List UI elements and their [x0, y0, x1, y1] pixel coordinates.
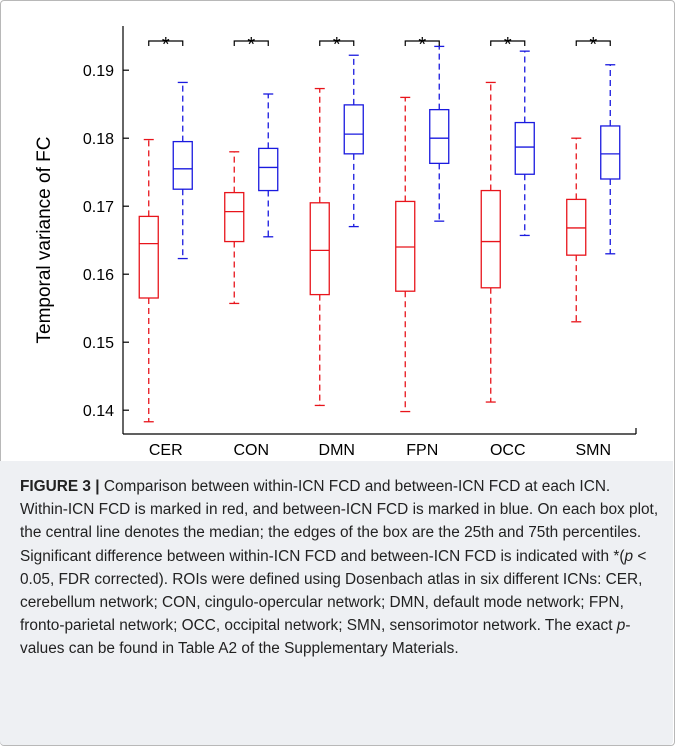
significance-bracket: [404, 40, 440, 46]
significance-bracket: [490, 40, 526, 46]
iqr-box: [480, 189, 501, 289]
iqr-box: [258, 147, 279, 192]
x-tick-label: CER: [149, 442, 183, 459]
y-tick-label: 0.14: [83, 403, 114, 420]
x-tick-label: DMN: [319, 442, 355, 459]
significance-bracket: [148, 40, 184, 46]
figure-label: FIGURE 3 |: [20, 478, 100, 495]
iqr-box: [514, 121, 535, 175]
significance-bracket: [233, 40, 269, 46]
significance-marker: *: [589, 34, 597, 56]
box-between-ICN-dmn: [343, 54, 364, 228]
iqr-box: [566, 198, 587, 256]
significance-marker: *: [504, 34, 512, 56]
box-between-ICN-fpn: [429, 45, 450, 222]
y-tick-label: 0.15: [83, 335, 114, 352]
box-between-ICN-con: [258, 93, 279, 238]
iqr-box: [224, 191, 245, 243]
significance-marker: *: [162, 34, 170, 56]
box-within-ICN-smn: [566, 137, 587, 323]
x-tick-label: CON: [233, 442, 269, 459]
x-tick-label: OCC: [490, 442, 526, 459]
significance-marker: *: [333, 34, 341, 56]
box-within-ICN-cer: [138, 138, 159, 423]
box-between-ICN-cer: [172, 81, 193, 260]
y-axis-label: Temporal variance of FC: [34, 137, 55, 344]
iqr-box: [429, 108, 450, 165]
iqr-box: [600, 125, 621, 180]
iqr-box: [309, 202, 330, 296]
y-tick-label: 0.17: [83, 199, 114, 216]
caption-text-3: -values can be found in Table A2 of the …: [20, 617, 631, 658]
caption-p-symbol: p: [624, 547, 634, 565]
x-tick-label: FPN: [406, 442, 438, 459]
iqr-box: [343, 104, 364, 155]
iqr-box: [138, 215, 159, 299]
caption-background: [0, 461, 673, 745]
y-tick-label: 0.16: [83, 267, 114, 284]
box-between-ICN-occ: [514, 50, 535, 237]
caption-text-2: < 0.05, FDR corrected). ROIs were define…: [20, 547, 647, 635]
iqr-box: [395, 200, 416, 292]
box-within-ICN-con: [224, 151, 245, 305]
caption-text-1: Comparison between within-ICN FCD and be…: [20, 478, 659, 565]
significance-bracket: [575, 40, 611, 46]
box-within-ICN-fpn: [395, 96, 416, 413]
significance-marker: *: [247, 34, 255, 56]
caption-p-symbol-2: p: [616, 617, 626, 635]
box-within-ICN-occ: [480, 81, 501, 403]
x-tick-label: SMN: [575, 442, 611, 459]
figure-caption: FIGURE 3 | Comparison between within-ICN…: [20, 475, 660, 661]
y-tick-label: 0.18: [83, 131, 114, 148]
significance-marker: *: [418, 34, 426, 56]
significance-bracket: [319, 40, 355, 46]
box-plot-chart: 0.14 0.15 0.16 0.17 0.18 0.19 Temporal varianc…: [34, 26, 637, 459]
box-between-ICN-smn: [600, 64, 621, 255]
y-tick-label: 0.19: [83, 63, 114, 80]
iqr-box: [172, 140, 193, 190]
box-within-ICN-dmn: [309, 87, 330, 407]
